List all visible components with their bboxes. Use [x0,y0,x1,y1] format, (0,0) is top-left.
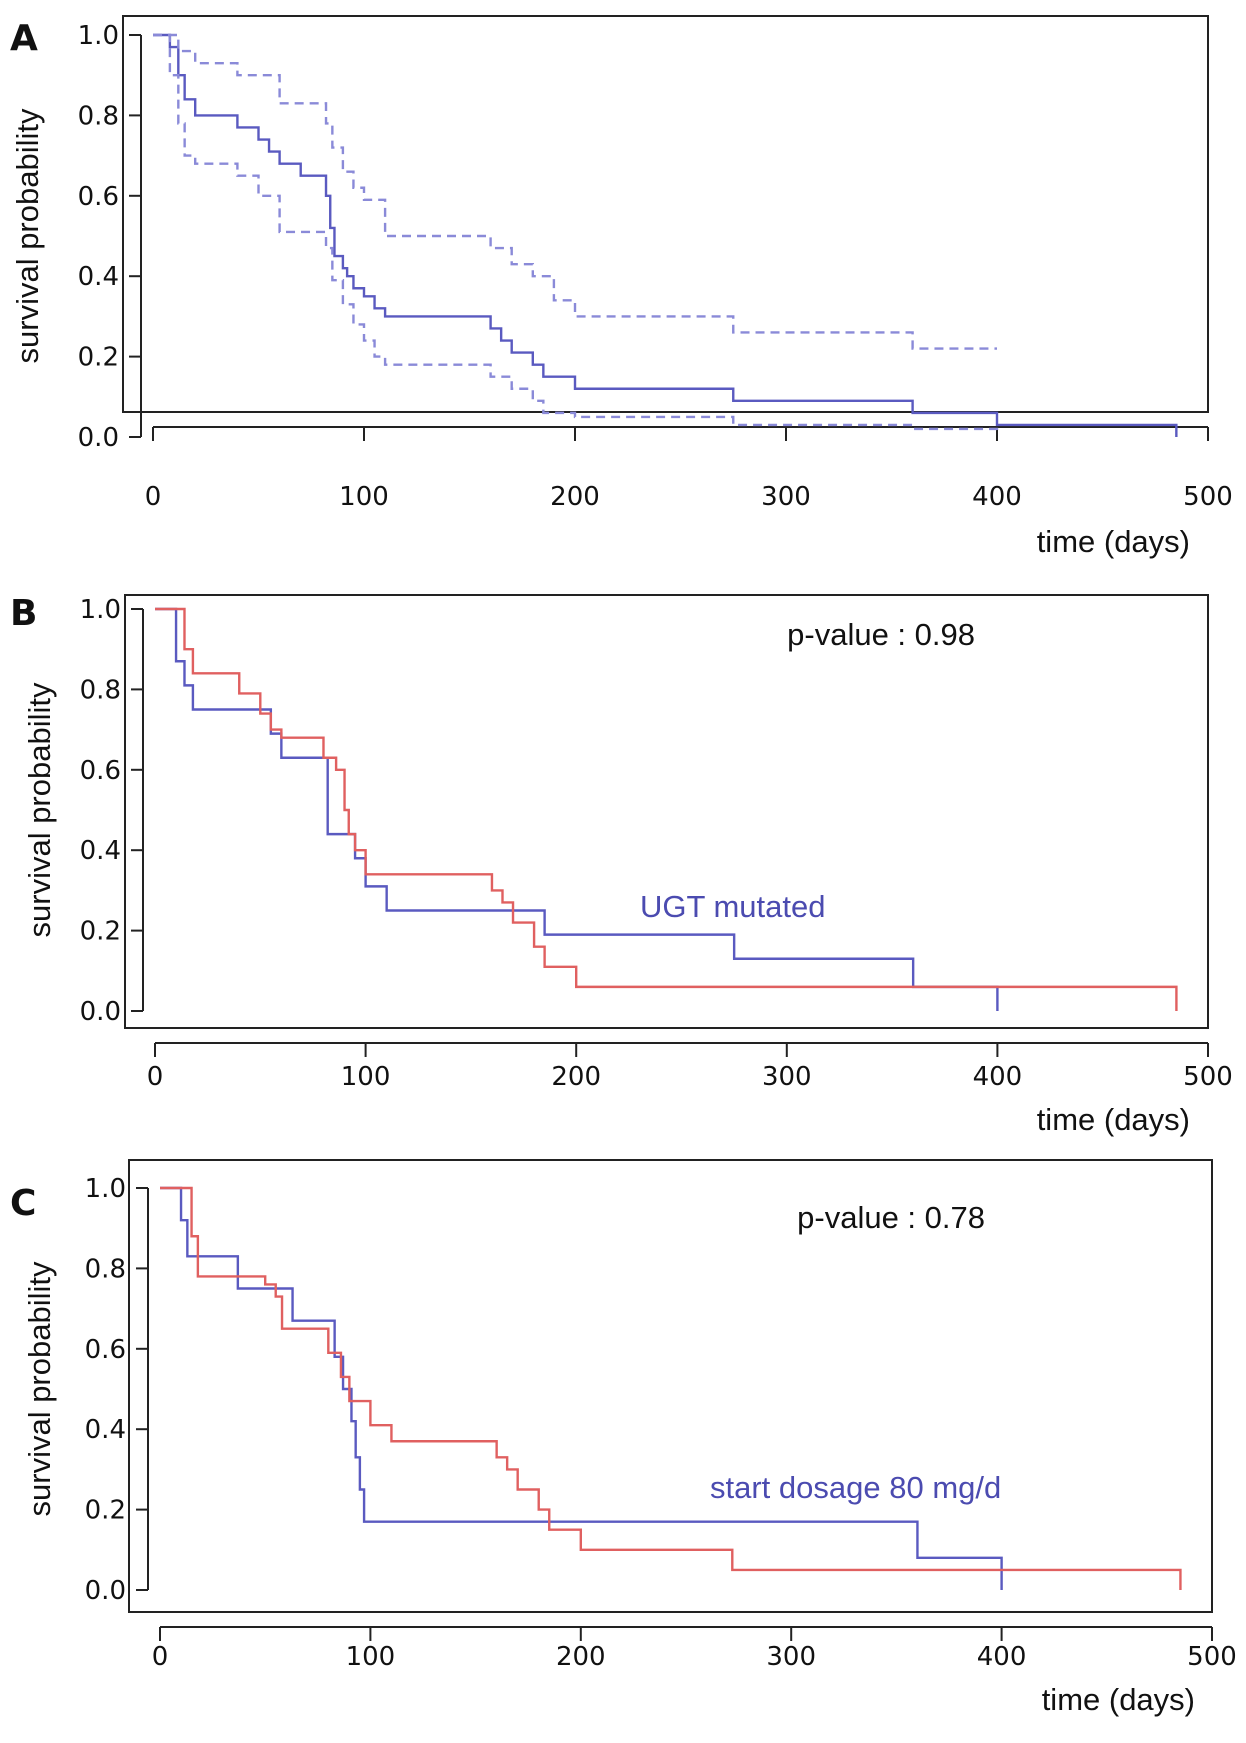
y-tick-label: 0.6 [78,182,119,212]
series-line-a-1 [153,33,997,350]
y-tick-label: 0.0 [78,423,119,453]
x-tick-label: 400 [972,482,1022,512]
x-tick-label: 0 [147,1062,164,1092]
x-tick-label: 500 [1187,1642,1237,1672]
panel-label: A [10,18,38,59]
x-tick-label: 300 [766,1642,816,1672]
y-tick-label: 0.2 [80,917,121,947]
x-tick-label: 400 [977,1642,1027,1672]
y-axis-title: survival probability [22,1261,57,1516]
y-tick-label: 0.4 [85,1415,126,1445]
x-tick-label: 100 [341,1062,391,1092]
series-line-b-0 [155,607,999,1011]
x-axis-title: time (days) [1042,1682,1195,1717]
y-tick-label: 0.8 [80,675,121,705]
x-tick-label: 300 [762,1062,812,1092]
y-tick-label: 1.0 [85,1174,126,1204]
panel-label: B [10,593,37,634]
y-tick-label: 0.0 [80,997,121,1027]
p-value-annotation: p-value : 0.78 [797,1200,985,1235]
x-tick-label: 100 [346,1642,396,1672]
plot-frame [124,594,1209,1029]
x-tick-label: 0 [152,1642,169,1672]
y-tick-label: 0.4 [78,262,119,292]
panel-a: 0.0 0.2 0.4 0.6 0.8 1.0 0 100 200 300 400 500 time (… [10,15,1233,559]
y-axis-title: survival probability [22,682,57,937]
panel-c: 0.0 0.2 0.4 0.6 0.8 1.0 0 100 200 300 400 500 time (… [10,1159,1237,1717]
y-tick-label: 1.0 [78,21,119,51]
x-tick-label: 200 [556,1642,606,1672]
y-tick-label: 0.2 [78,343,119,373]
y-tick-label: 0.4 [80,836,121,866]
group-annotation: start dosage 80 mg/d [710,1470,1001,1505]
x-tick-label: 200 [551,1062,601,1092]
y-tick-label: 1.0 [80,595,121,625]
series-line-c-1 [160,1186,1182,1590]
y-axis-title: survival probability [10,108,45,363]
plot-frame [122,15,1209,413]
group-annotation: UGT mutated [640,889,826,924]
x-tick-label: 100 [339,482,389,512]
x-axis-title: time (days) [1037,1102,1190,1137]
x-axis-title: time (days) [1037,524,1190,559]
panel-b: 0.0 0.2 0.4 0.6 0.8 1.0 0 100 200 300 400 500 time (… [10,593,1233,1137]
series-line-a-2 [153,33,999,433]
series-line-b-1 [155,607,1178,1011]
x-tick-label: 500 [1183,1062,1233,1092]
y-tick-label: 0.6 [80,756,121,786]
y-tick-label: 0.2 [85,1496,126,1526]
x-tick-label: 400 [973,1062,1023,1092]
panel-label: C [10,1183,36,1224]
y-tick-label: 0.8 [78,101,119,131]
p-value-annotation: p-value : 0.98 [787,617,975,652]
series-line-a-0 [153,33,1178,437]
x-tick-label: 300 [761,482,811,512]
y-tick-label: 0.6 [85,1335,126,1365]
x-tick-label: 200 [550,482,600,512]
x-tick-label: 0 [145,482,162,512]
plot-frame [128,1159,1213,1613]
series-line-c-0 [160,1186,1003,1590]
y-tick-label: 0.8 [85,1254,126,1284]
x-tick-label: 500 [1183,482,1233,512]
y-tick-label: 0.0 [85,1576,126,1606]
